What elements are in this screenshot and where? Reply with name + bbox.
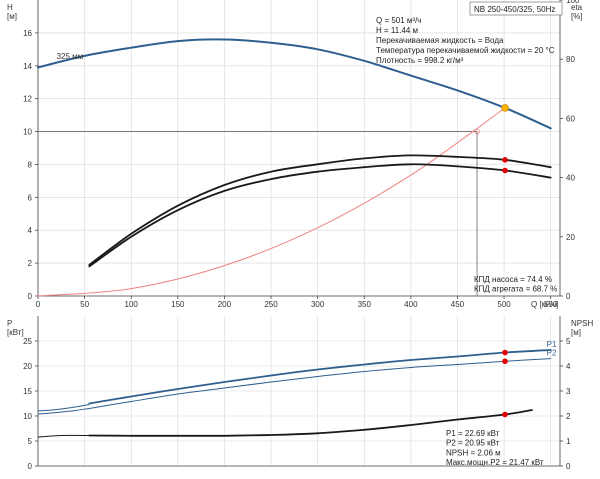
y-left-axis-label: [м] bbox=[7, 12, 17, 21]
x-tick-label: 50 bbox=[80, 300, 89, 309]
y-left-tick-label: 0 bbox=[28, 292, 33, 301]
series-line-system-1 bbox=[37, 107, 506, 297]
y-left-tick-label: 10 bbox=[23, 128, 32, 137]
series-line-pump_thin-3 bbox=[37, 408, 90, 415]
y-left-tick-label: 12 bbox=[23, 95, 32, 104]
x-tick-label: 300 bbox=[311, 300, 325, 309]
series-line-efficiency_thin-5 bbox=[37, 434, 90, 438]
y-left-tick-label: 0 bbox=[28, 462, 33, 471]
info-line: Q = 501 м³/ч bbox=[376, 16, 421, 25]
x-tick-label: 450 bbox=[451, 300, 465, 309]
series-line-pump-0 bbox=[37, 38, 552, 130]
header: NB 250-450/325, 50Hz bbox=[469, 1, 563, 16]
y-right-tick-label: 40 bbox=[566, 174, 575, 183]
y-right-tick-label: 20 bbox=[566, 233, 575, 242]
series-line-efficiency-4 bbox=[88, 409, 533, 437]
y-right-tick-label: 60 bbox=[566, 114, 575, 123]
marker-point bbox=[502, 411, 508, 418]
y-left-axis-label: P bbox=[7, 319, 12, 328]
marker-point bbox=[502, 167, 508, 174]
info-line: P2 = 20.95 кВт bbox=[446, 439, 500, 448]
efficiency-text: КПД агрегата = 68.7 % bbox=[474, 285, 557, 294]
y-right-tick-label: 0 bbox=[566, 462, 571, 471]
efficiency-text: КПД насоса = 74.4 % bbox=[474, 275, 552, 284]
x-tick-label: 250 bbox=[264, 300, 278, 309]
y-right-tick-label: 4 bbox=[566, 362, 571, 371]
info-line: H = 11.44 м bbox=[376, 26, 418, 35]
y-left-tick-label: 10 bbox=[23, 412, 32, 421]
y-right-tick-label: 5 bbox=[566, 337, 571, 346]
y-right-axis-label: eta bbox=[571, 3, 583, 12]
info-line: Температура перекачиваемой жидкости = 20… bbox=[376, 46, 555, 55]
y-right-axis-label: [%] bbox=[571, 12, 583, 21]
series-line-pump_thin-2 bbox=[37, 404, 90, 412]
x-tick-label: 0 bbox=[36, 300, 41, 309]
info-line: P1 = 22.69 кВт bbox=[446, 429, 500, 438]
y-left-axis-label: [кВт] bbox=[7, 328, 24, 337]
marker-point bbox=[502, 157, 508, 163]
series-line-efficiency-2 bbox=[88, 154, 552, 266]
model-label: NB 250-450/325, 50Hz bbox=[474, 5, 555, 14]
y-right-tick-label: 2 bbox=[566, 412, 571, 421]
x-tick-label: 100 bbox=[125, 300, 139, 309]
duty-point bbox=[501, 104, 509, 112]
series-label-p2: P2 bbox=[547, 349, 557, 358]
y-left-tick-label: 25 bbox=[23, 337, 32, 346]
series-label-p1: P1 bbox=[547, 340, 557, 349]
y-left-tick-label: 15 bbox=[23, 387, 32, 396]
y-left-tick-label: 16 bbox=[23, 29, 32, 38]
y-left-tick-label: 8 bbox=[28, 160, 33, 169]
marker-point bbox=[502, 358, 508, 365]
x-tick-label: 200 bbox=[218, 300, 232, 309]
series-line-p1 bbox=[88, 349, 552, 405]
info-line: Макс.мощн.P2 = 21.47 кВт bbox=[446, 458, 544, 467]
y-right-tick-label: 0 bbox=[566, 292, 571, 301]
y-left-tick-label: 5 bbox=[28, 437, 33, 446]
y-left-tick-label: 4 bbox=[28, 226, 33, 235]
y-right-tick-label: 3 bbox=[566, 387, 571, 396]
x-tick-label: 150 bbox=[171, 300, 185, 309]
y-right-axis-label: [м] bbox=[571, 328, 581, 337]
y-right-axis-label: NPSH bbox=[571, 319, 593, 328]
x-tick-label: 400 bbox=[404, 300, 418, 309]
x-axis-label: Q [м³/ч] bbox=[531, 300, 558, 309]
y-left-axis-label: H bbox=[7, 3, 13, 12]
info-line: NPSH = 2.06 м bbox=[446, 448, 501, 457]
y-right-tick-label: 1 bbox=[566, 437, 571, 446]
x-tick-label: 350 bbox=[358, 300, 372, 309]
x-tick-label: 500 bbox=[497, 300, 511, 309]
reference-point bbox=[474, 128, 480, 135]
y-left-tick-label: 20 bbox=[23, 362, 32, 371]
y-left-tick-label: 6 bbox=[28, 193, 33, 202]
y-right-tick-label: 80 bbox=[566, 55, 575, 64]
x-tick-label: 550 bbox=[544, 300, 558, 309]
marker-point bbox=[502, 349, 508, 356]
y-left-tick-label: 14 bbox=[23, 62, 32, 71]
series-line-p2 bbox=[88, 358, 552, 409]
top-panel: 0 2 4 6 8 10 12 14 16 0 20 40 60 80 100 0 50 100 150 200 250… bbox=[7, 0, 583, 309]
y-left-tick-label: 2 bbox=[28, 259, 33, 268]
model-box bbox=[469, 1, 563, 16]
y-right-tick-label: 100 bbox=[566, 0, 580, 5]
impeller-diameter-label: 325 мм bbox=[57, 52, 84, 61]
info-line: Плотность = 998.2 кг/м³ bbox=[376, 56, 464, 65]
series-line-efficiency-3 bbox=[88, 163, 552, 268]
info-line: Перекачиваемая жидкость = Вода bbox=[376, 36, 504, 45]
